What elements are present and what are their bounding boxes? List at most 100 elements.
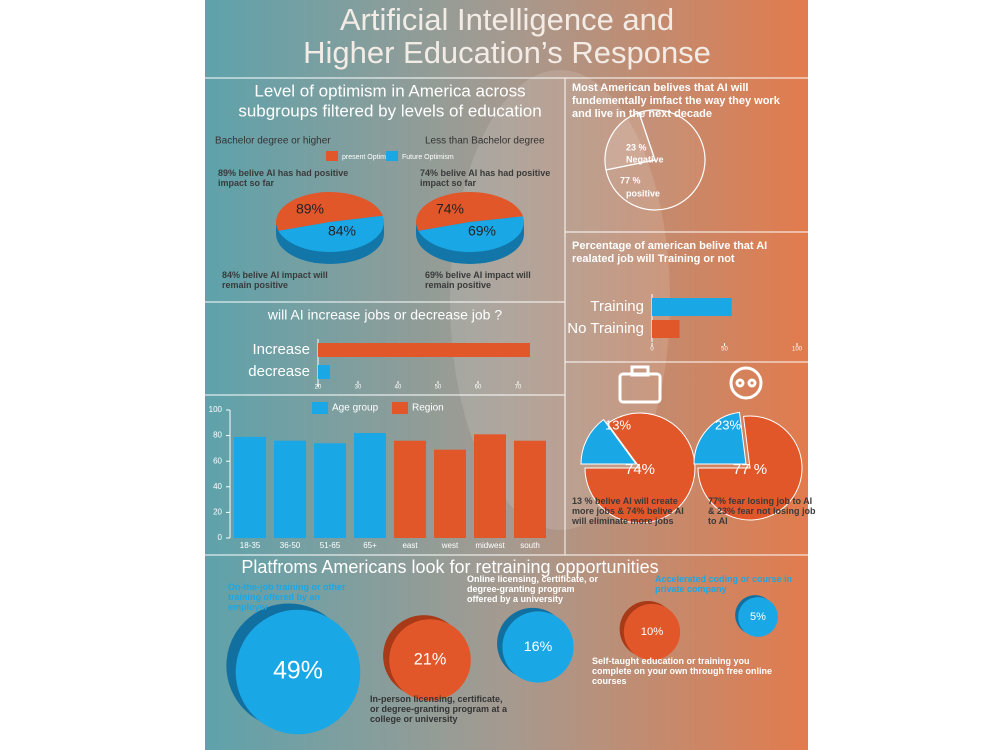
section-title: Platfroms Americans look for retraining …	[241, 557, 658, 577]
pie-slice	[580, 418, 637, 465]
section-title: will AI increase jobs or decrease job ?	[267, 307, 502, 323]
title: Higher Education’s Response	[303, 35, 711, 70]
y-tick-label: 40	[213, 482, 222, 491]
x-tick-label: 18-35	[240, 541, 261, 550]
value-label: 23 %	[626, 142, 647, 152]
value-label: 49%	[273, 657, 323, 685]
section-title: Level of optimism in America across	[254, 81, 525, 100]
legend-label: Age group	[332, 403, 379, 414]
category-label: No Training	[567, 320, 644, 337]
y-tick-label: 60	[213, 456, 222, 465]
legend-label: present Optimism	[342, 154, 397, 161]
x-tick-label: 65+	[363, 541, 377, 550]
bubble-label: Online licensing, certificate, or degree…	[467, 574, 599, 604]
category-label: Increase	[252, 341, 310, 358]
value-label: 21%	[414, 650, 447, 668]
bubble	[389, 619, 471, 701]
pie-slice	[418, 216, 525, 253]
bubble	[623, 603, 681, 661]
slice-label: positive	[626, 188, 660, 198]
title: Artificial Intelligence and	[340, 2, 674, 37]
caption: 77% fear losing job to AI & 23% fear not…	[708, 496, 816, 526]
value-label: 10%	[641, 626, 664, 638]
x-tick-label: 50	[721, 347, 728, 353]
note: 89% belive AI has had positive impact so…	[218, 168, 349, 188]
bar	[434, 449, 466, 538]
dividers	[205, 77, 808, 556]
bar	[652, 298, 732, 316]
x-tick-label: east	[402, 541, 418, 550]
x-tick-label: south	[520, 541, 540, 550]
pie-slice	[604, 111, 656, 171]
value-label: 69%	[468, 223, 496, 239]
bar	[514, 440, 546, 538]
y-tick-label: 0	[218, 533, 223, 542]
y-tick-label: 100	[209, 405, 223, 414]
x-tick-label: 51-65	[320, 541, 341, 550]
figure-silhouette	[450, 70, 670, 530]
y-tick-label: 80	[213, 431, 222, 440]
x-tick-label: 100	[792, 347, 803, 353]
bar	[318, 343, 530, 357]
x-tick-label: 30	[355, 385, 362, 391]
category-label: decrease	[248, 363, 310, 380]
bar	[234, 436, 266, 538]
pie-slice	[605, 109, 706, 211]
x-tick-label: 0	[650, 347, 654, 353]
legend-swatch	[386, 151, 398, 161]
x-tick-label: 20	[315, 385, 322, 391]
value-label: 5%	[750, 611, 766, 623]
caption: 13 % belive AI will create more jobs & 7…	[572, 496, 684, 526]
legend-swatch	[312, 402, 328, 414]
bubble	[235, 609, 361, 735]
slice-label: Negative	[626, 154, 664, 164]
note: 84% belive AI impact will remain positiv…	[222, 270, 328, 290]
value-label: 13%	[605, 417, 631, 432]
bubble-label: Self-taught education or training you co…	[592, 656, 773, 686]
section-title: Most American belives that AI will funde…	[572, 82, 780, 120]
value-label: 89%	[296, 201, 324, 217]
pie-slice	[278, 215, 385, 253]
x-tick-label: 36-50	[280, 541, 301, 550]
value-label: 23%	[715, 417, 741, 432]
pie-slice	[276, 192, 383, 231]
bar	[354, 433, 386, 538]
value-label: 77 %	[733, 461, 767, 478]
bar	[318, 365, 330, 379]
legend-swatch	[326, 151, 338, 161]
pie-slice	[693, 411, 747, 465]
pie-slice	[584, 412, 696, 524]
note: 69% belive AI impact will remain positiv…	[425, 270, 531, 290]
pie-slice	[416, 192, 524, 231]
group-name: Bachelor degree or higher	[215, 136, 331, 147]
value-label: 77 %	[620, 175, 641, 185]
pie-slice	[697, 415, 803, 521]
x-tick-label: 50	[435, 385, 442, 391]
bubble	[738, 597, 778, 637]
bar	[652, 320, 680, 338]
bubble-label: In-person licensing, certificate, or deg…	[370, 694, 508, 724]
bar	[394, 440, 426, 538]
bubble	[502, 611, 574, 683]
value-label: 16%	[524, 639, 553, 655]
value-label: 84%	[328, 223, 356, 239]
bar	[274, 440, 306, 538]
note: 74% belive AI has had positive impact so…	[420, 168, 551, 188]
skull-icon	[729, 366, 763, 400]
category-label: Training	[590, 298, 644, 315]
y-tick-label: 20	[213, 508, 222, 517]
briefcase-icon	[618, 365, 662, 404]
bar	[314, 443, 346, 538]
value-label: 74%	[436, 201, 464, 217]
legend-label: Region	[412, 403, 444, 414]
group-name: Less than Bachelor degree	[425, 136, 545, 147]
value-label: 74%	[625, 461, 655, 478]
section-title: subgroups filtered by levels of educatio…	[238, 101, 541, 120]
x-tick-label: west	[441, 541, 459, 550]
bubble-label: Accelerated coding or course in private …	[655, 574, 793, 594]
x-tick-label: midwest	[475, 541, 505, 550]
section-title: Percentage of american belive that AI re…	[572, 240, 768, 265]
legend-label: Future Optimism	[402, 154, 454, 161]
